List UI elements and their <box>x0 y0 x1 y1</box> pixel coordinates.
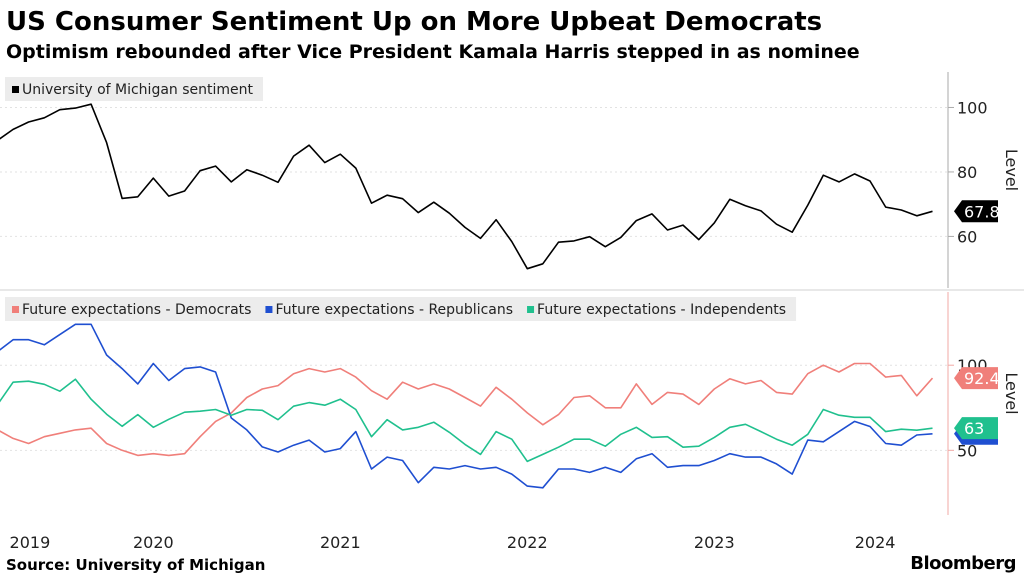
legend-swatch <box>527 306 535 313</box>
end-value-tag <box>954 417 998 440</box>
chart-title: US Consumer Sentiment Up on More Upbeat … <box>6 7 822 37</box>
legend-box <box>5 77 264 101</box>
chart-subtitle: Optimism rebounded after Vice President … <box>6 41 860 63</box>
series-line <box>0 378 933 463</box>
x-tick-label: 2021 <box>320 533 361 552</box>
y-tick-label: 100 <box>957 98 988 117</box>
legend-swatch <box>12 86 19 93</box>
x-tick-label: 2023 <box>694 533 735 552</box>
legend-swatch <box>12 306 19 313</box>
series-line <box>0 323 933 489</box>
legend-swatch <box>265 306 273 313</box>
legend-label: Future expectations - Democrats <box>22 302 251 318</box>
legend-label: Future expectations - Republicans <box>275 302 513 318</box>
end-value-tag <box>954 200 998 223</box>
legend-label: University of Michigan sentiment <box>22 82 254 98</box>
x-tick-label: 2024 <box>855 533 896 552</box>
y-axis-label: Level <box>1002 372 1021 414</box>
series-line <box>0 362 934 457</box>
end-value-label: 92.4 <box>964 369 1000 388</box>
logo: Bloomberg <box>910 553 1016 574</box>
y-tick-label: 50 <box>957 441 977 460</box>
end-value-label: 63 <box>964 419 984 438</box>
x-tick-label: 2020 <box>133 533 174 552</box>
series-line <box>0 103 933 270</box>
x-tick-label: 2019 <box>10 533 51 552</box>
y-axis-label: Level <box>1002 149 1021 191</box>
legend-box <box>5 297 797 321</box>
y-tick-label: 60 <box>957 227 977 246</box>
legend-label: Future expectations - Independents <box>537 302 786 318</box>
source: Source: University of Michigan <box>6 556 265 574</box>
y-tick-label: 80 <box>957 163 977 182</box>
end-value-tag <box>954 367 998 390</box>
end-value-label: 67.8 <box>964 202 1000 221</box>
x-tick-label: 2022 <box>507 533 548 552</box>
